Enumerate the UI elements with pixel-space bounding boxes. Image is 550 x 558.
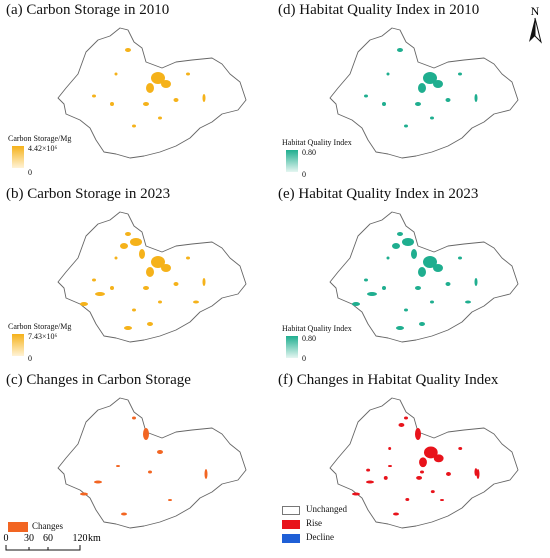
rise-swatch <box>282 520 300 529</box>
habitat-rise-patches-extra <box>366 423 478 501</box>
region-outline <box>57 27 247 159</box>
ramp-min-label: 0 <box>302 170 306 179</box>
ramp-max-label: 0.80 <box>302 334 316 343</box>
decline-label: Decline <box>306 532 334 542</box>
map-carbon-2010 <box>57 27 247 159</box>
scale-label-30: 30 <box>24 533 34 544</box>
carbon-storage-patches-extra <box>80 238 199 330</box>
ramp-max-label: 0.80 <box>302 148 316 157</box>
habitat-quality-patches-extra <box>352 238 471 330</box>
carbon-storage-patches <box>92 48 206 128</box>
legend-title: Habitat Quality Index <box>282 138 352 147</box>
panel-c: (c) Changes in Carbon Storage Changes <box>0 370 270 550</box>
region-outline <box>329 211 519 343</box>
ramp-max-label: 4.42×10⁶ <box>28 144 58 153</box>
scale-bar: 0 30 60 120 km <box>4 533 101 551</box>
color-ramp <box>12 334 24 356</box>
panel-title: (e) Habitat Quality Index in 2023 <box>278 186 479 202</box>
ramp-min-label: 0 <box>28 354 32 363</box>
panel-a: (a) Carbon Storage in 2010 Carbon Storag… <box>0 0 270 180</box>
legend-title: Carbon Storage/Mg <box>8 134 72 143</box>
habitat-quality-patches <box>364 48 478 128</box>
color-ramp <box>12 146 24 168</box>
unchanged-label: Unchanged <box>306 504 347 514</box>
region-outline <box>329 27 519 159</box>
habitat-rise-patches <box>352 416 480 516</box>
panel-b: (b) Carbon Storage in 2023 Carbon Storag… <box>0 184 270 364</box>
panel-e: (e) Habitat Quality Index in 2023 Habita… <box>272 184 542 364</box>
carbon-change-patches <box>80 416 208 516</box>
north-arrow-icon: N <box>529 4 542 44</box>
legend-title: Habitat Quality Index <box>282 324 352 333</box>
changes-label: Changes <box>32 521 63 531</box>
habitat-quality-patches <box>364 232 478 312</box>
changes-swatch <box>8 522 28 532</box>
panel-title: (b) Carbon Storage in 2023 <box>6 186 171 202</box>
color-ramp <box>286 150 298 172</box>
color-ramp <box>286 336 298 358</box>
carbon-storage-patches <box>92 232 206 312</box>
panel-d: (d) Habitat Quality Index in 2010 Habita… <box>272 0 542 180</box>
unchanged-swatch <box>282 506 300 515</box>
legend-title: Carbon Storage/Mg <box>8 322 72 331</box>
scale-unit: km <box>88 533 101 544</box>
region-outline <box>57 397 247 529</box>
panel-title: (d) Habitat Quality Index in 2010 <box>278 2 480 18</box>
rise-label: Rise <box>306 518 323 528</box>
ramp-min-label: 0 <box>302 354 306 363</box>
region-outline <box>57 211 247 343</box>
panel-title: (a) Carbon Storage in 2010 <box>6 2 170 18</box>
panel-title: (c) Changes in Carbon Storage <box>6 372 191 388</box>
ramp-min-label: 0 <box>28 168 32 177</box>
panel-title: (f) Changes in Habitat Quality Index <box>278 372 499 388</box>
ramp-max-label: 7.43×10⁶ <box>28 332 58 341</box>
north-label: N <box>531 4 540 18</box>
scale-label-120: 120 <box>73 533 88 544</box>
scale-label-60: 60 <box>43 533 53 544</box>
panel-f: (f) Changes in Habitat Quality Index Unc… <box>272 370 542 550</box>
decline-swatch <box>282 534 300 543</box>
scale-label-0: 0 <box>4 533 9 544</box>
